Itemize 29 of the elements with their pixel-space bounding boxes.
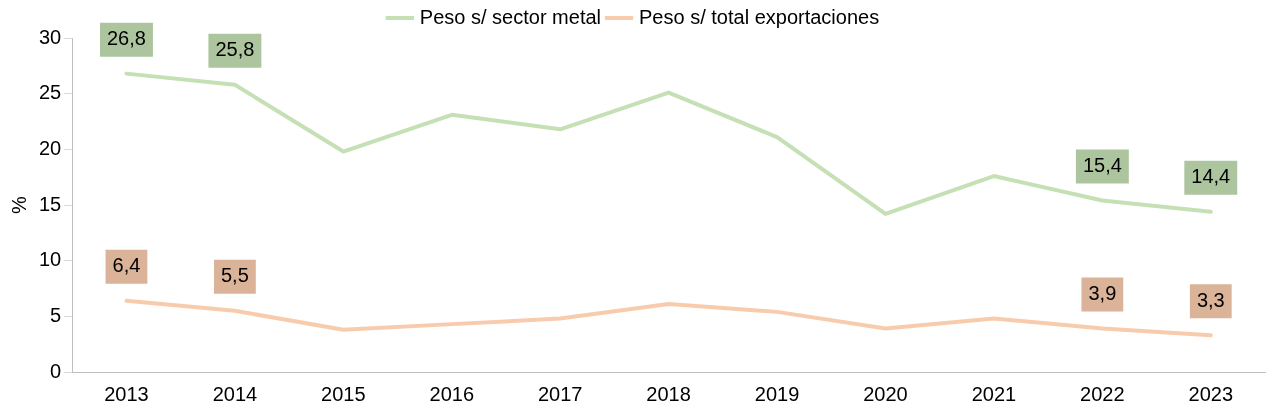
x-tick-label: 2022 (1080, 382, 1125, 405)
y-tick-label: 20 (39, 136, 62, 159)
data-label: 3,3 (1196, 288, 1225, 311)
x-tick-label: 2019 (754, 382, 800, 405)
y-tick-label: 15 (39, 192, 62, 215)
data-label: 26,8 (106, 27, 146, 50)
data-label: 25,8 (215, 38, 255, 61)
x-tick-label: 2021 (971, 382, 1017, 405)
x-tick-label: 2015 (321, 382, 366, 405)
y-tick-label: 0 (50, 359, 62, 382)
data-label: 3,9 (1088, 282, 1117, 305)
legend-label: Peso s/ total exportaciones (639, 5, 880, 28)
data-label: 6,4 (112, 254, 141, 277)
data-label: 15,4 (1082, 154, 1122, 177)
y-tick-label: 30 (39, 25, 62, 48)
y-tick-label: 25 (39, 81, 62, 104)
x-tick-label: 2016 (429, 382, 475, 405)
x-tick-label: 2020 (863, 382, 908, 405)
x-tick-label: 2018 (646, 382, 691, 405)
x-tick-label: 2013 (104, 382, 149, 405)
x-tick-label: 2014 (212, 382, 258, 405)
x-tick-label: 2023 (1188, 382, 1234, 405)
data-label: 14,4 (1191, 165, 1231, 188)
legend-label: Peso s/ sector metal (419, 5, 602, 28)
y-tick-label: 10 (39, 248, 62, 271)
x-tick-label: 2017 (537, 382, 583, 405)
y-axis-title: % (7, 195, 30, 214)
y-tick-label: 5 (50, 303, 62, 326)
data-label: 5,5 (220, 264, 249, 287)
